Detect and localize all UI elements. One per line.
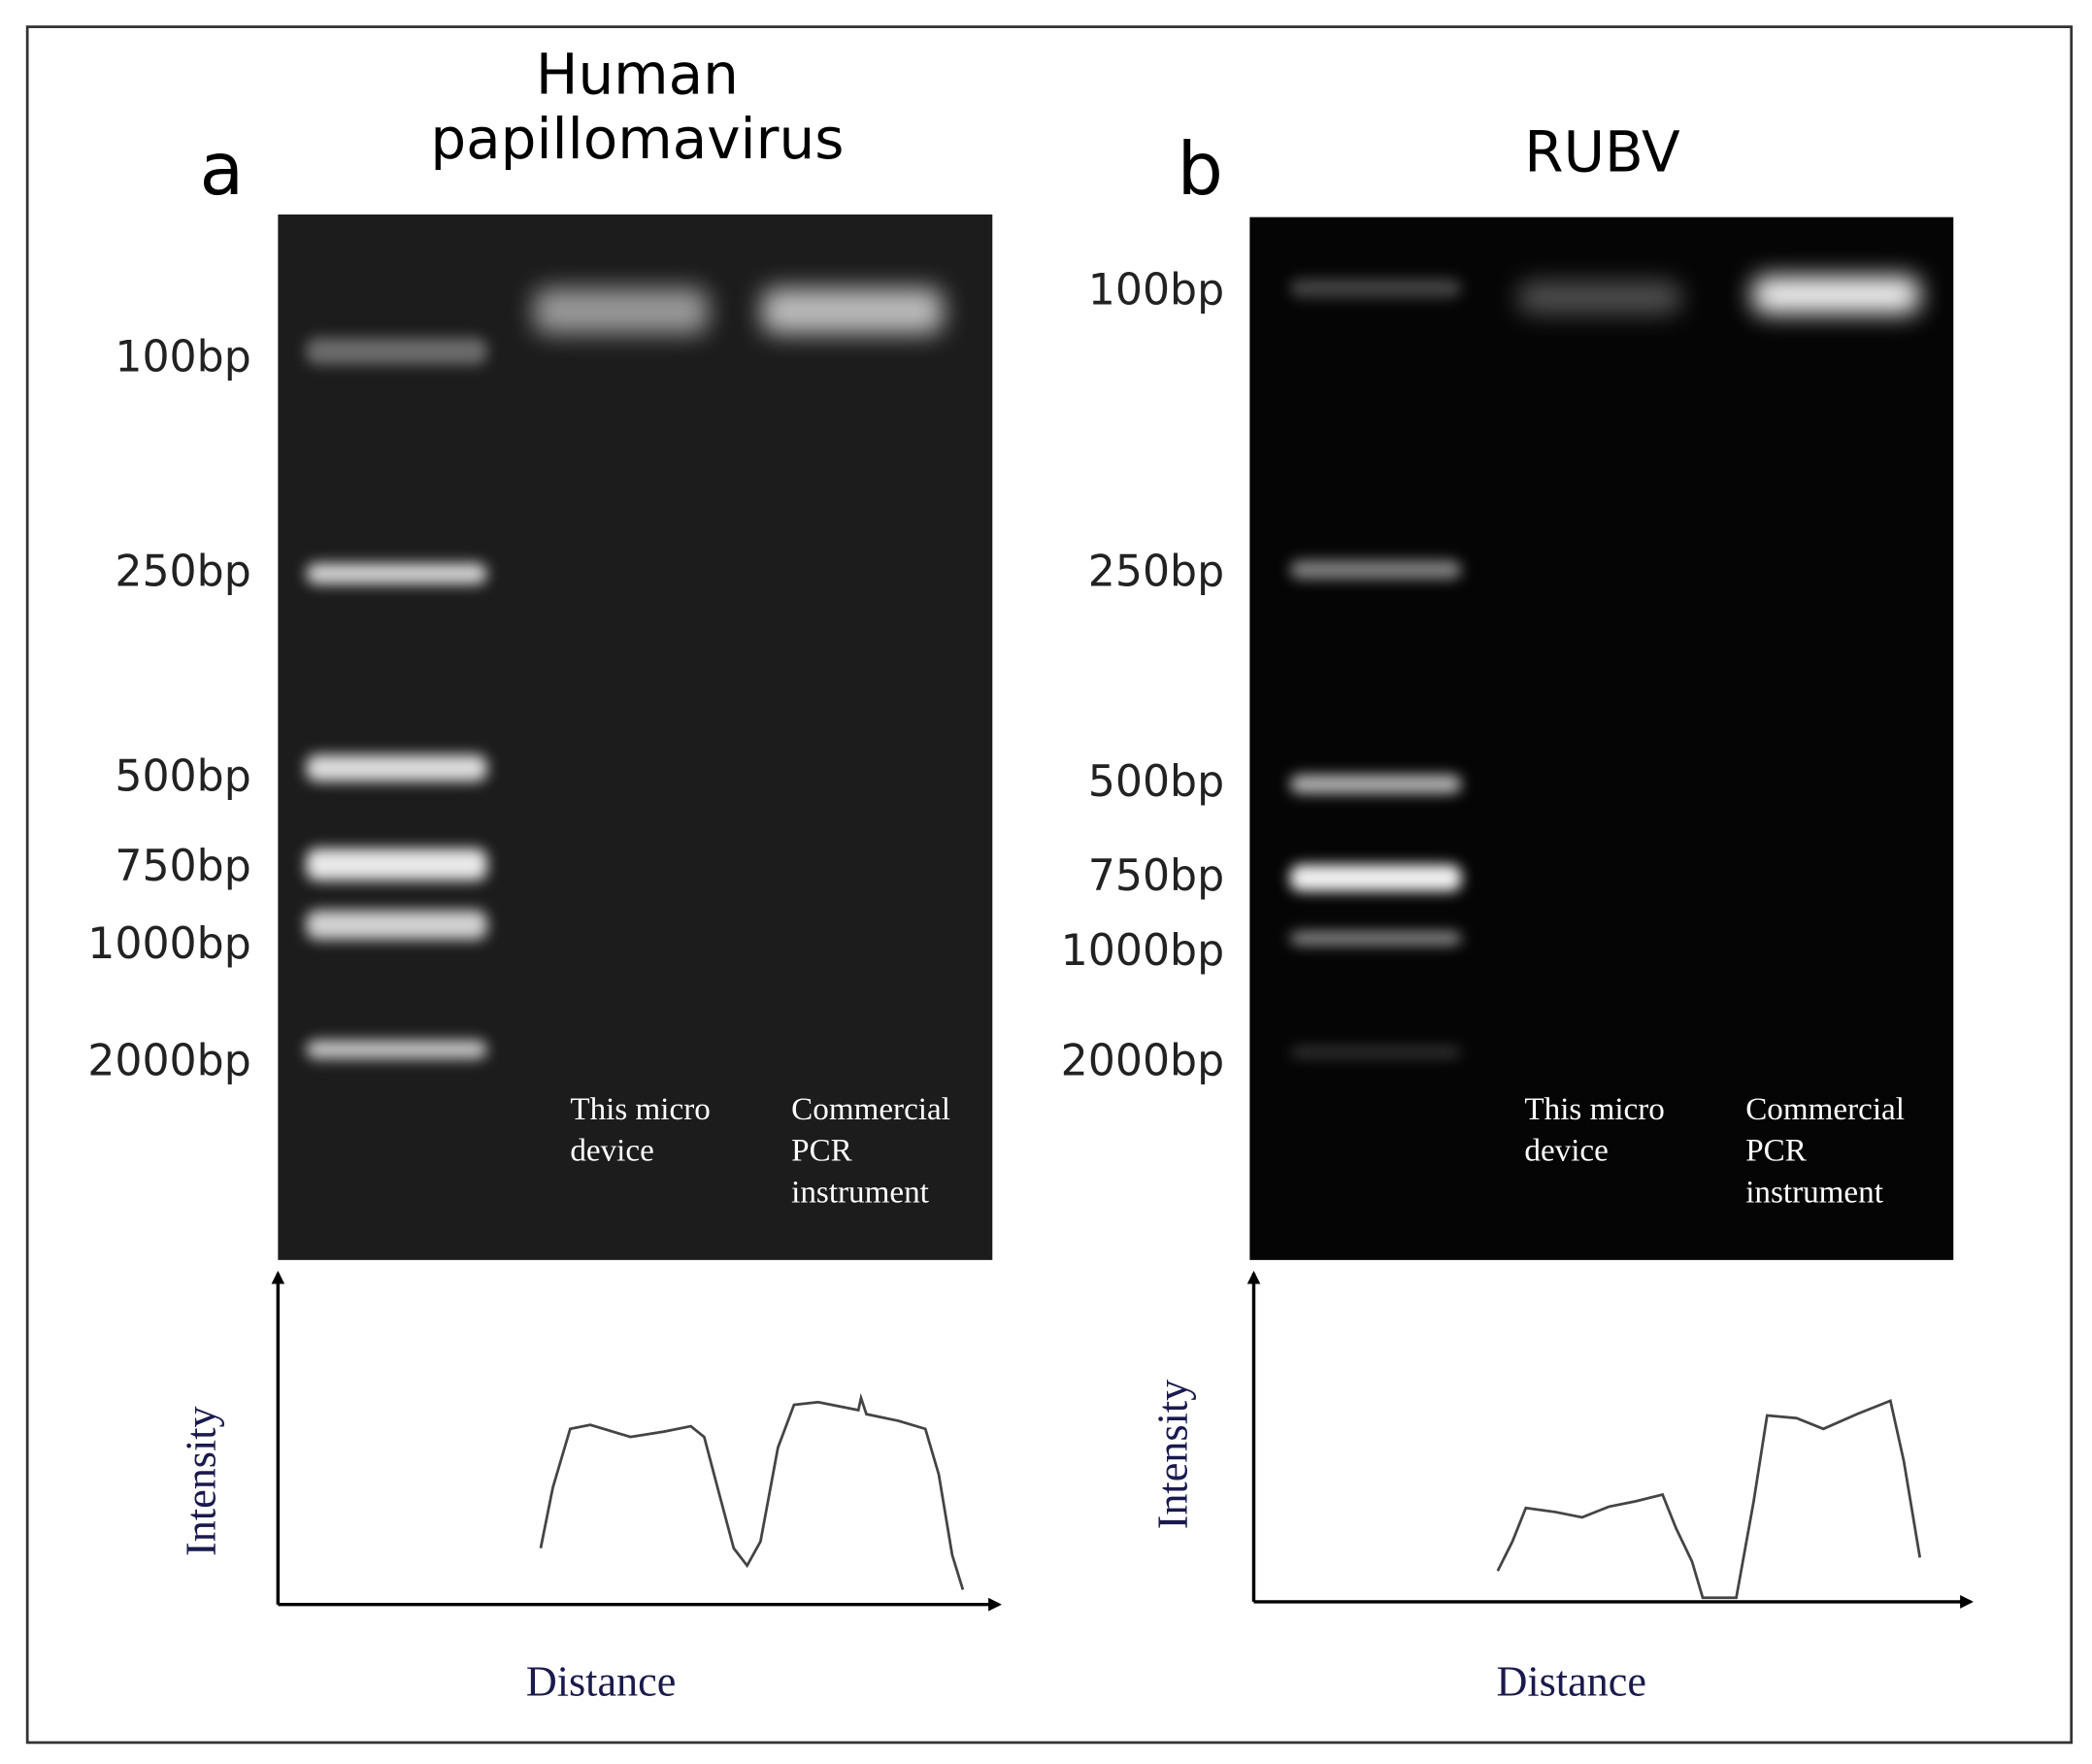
ladder-band — [1289, 864, 1462, 892]
ladder-band — [1289, 279, 1462, 298]
ladder-band — [1289, 775, 1462, 794]
lane-label: device — [570, 1133, 653, 1169]
sample-band — [1752, 276, 1920, 315]
lane-label: PCR — [791, 1133, 853, 1169]
ladder-label: 1000bp — [1061, 926, 1224, 976]
panel: b RUBV 100bp 250bp 500bp 750bp 1000bp 2000bp Thi… — [1061, 119, 1974, 1706]
lane-label: instrument — [1745, 1174, 1883, 1210]
lane-label: Commercial — [1745, 1091, 1905, 1127]
ladder-band — [306, 562, 487, 584]
lane-label: This micro — [1524, 1091, 1664, 1127]
lane-label: instrument — [791, 1174, 929, 1210]
ladder-label: 2000bp — [87, 1036, 251, 1085]
gel-image — [278, 214, 993, 1260]
ladder-band — [306, 910, 487, 940]
panel-title: RUBV — [1524, 119, 1680, 185]
intensity-profile — [539, 1392, 965, 1590]
ladder-label: 250bp — [1088, 547, 1224, 596]
x-axis-label: Distance — [526, 1658, 677, 1706]
sample-band — [1517, 281, 1681, 315]
ladder-band — [306, 754, 487, 782]
ladder-band — [1289, 560, 1462, 580]
ladder-label: 1000bp — [87, 919, 251, 969]
lane-label: Commercial — [791, 1091, 950, 1127]
sample-band — [534, 287, 709, 334]
lane-label: This micro — [570, 1091, 710, 1127]
ladder-label: 250bp — [115, 547, 250, 596]
ladder-label: 750bp — [1088, 851, 1224, 901]
panel-title: papillomavirus — [430, 106, 844, 172]
ladder-band — [306, 848, 487, 882]
x-axis-label: Distance — [1496, 1658, 1646, 1706]
y-axis-label: Intensity — [177, 1406, 224, 1556]
panel-label: a — [200, 127, 245, 212]
intensity-profile — [1496, 1398, 1922, 1600]
panel-title: Human — [536, 42, 739, 108]
lane-label: device — [1524, 1133, 1608, 1169]
ladder-band — [1289, 1047, 1462, 1058]
ladder-label: 500bp — [115, 752, 250, 802]
gel-image — [1249, 216, 1954, 1260]
ladder-label: 2000bp — [1061, 1036, 1224, 1085]
ladder-band — [306, 1040, 487, 1059]
ladder-band — [306, 337, 487, 365]
ladder-label: 100bp — [115, 332, 250, 382]
ladder-label: 100bp — [1088, 265, 1224, 315]
ladder-label: 500bp — [1088, 757, 1224, 807]
frame — [25, 25, 2074, 1745]
y-axis-label: Intensity — [1148, 1380, 1196, 1530]
lane-label: PCR — [1745, 1133, 1808, 1169]
sample-band — [761, 287, 944, 334]
panel-label: b — [1178, 127, 1223, 212]
ladder-band — [1289, 931, 1462, 946]
ladder-label: 750bp — [115, 842, 250, 891]
